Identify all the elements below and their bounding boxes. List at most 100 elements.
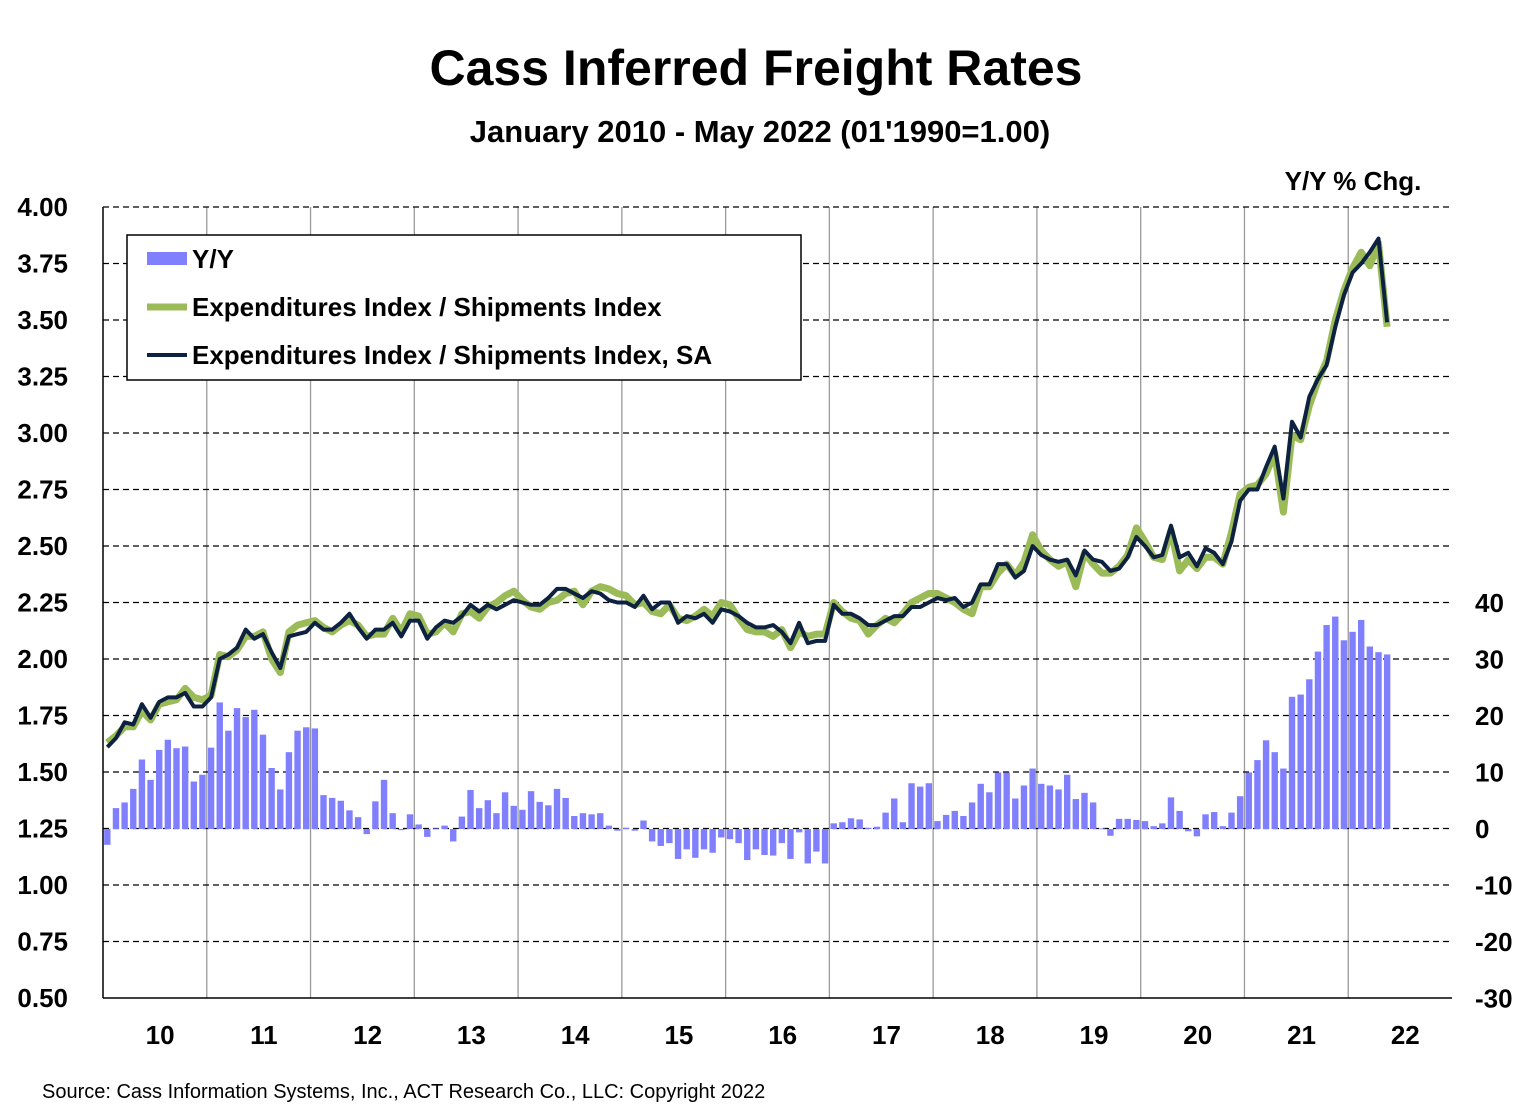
yy-bar: [346, 810, 353, 829]
yy-bar: [1210, 812, 1218, 829]
yy-bar: [726, 829, 734, 840]
yy-bar: [380, 779, 388, 829]
yy-bar: [1271, 752, 1278, 829]
yy-bar: [735, 829, 742, 844]
yy-bar: [216, 702, 223, 829]
yy-bar: [294, 730, 301, 829]
yy-bar: [467, 790, 474, 829]
yy-bar: [1332, 616, 1339, 829]
yy-bar: [1340, 640, 1348, 829]
x-tick-label: 20: [1183, 1020, 1212, 1050]
x-tick-label: 11: [250, 1020, 278, 1050]
yy-bar: [251, 709, 258, 829]
yy-bar: [1193, 829, 1201, 837]
yy-bar: [666, 829, 673, 844]
yy-bar: [1133, 819, 1140, 829]
x-tick-label: 18: [976, 1020, 1005, 1050]
yy-bar: [1124, 818, 1131, 829]
yy-bar: [475, 808, 483, 829]
yy-bar: [1055, 789, 1062, 829]
right-tick-label: 10: [1475, 758, 1504, 788]
yy-bar: [873, 826, 881, 829]
yy-bar: [769, 829, 777, 856]
yy-bar: [432, 828, 440, 830]
yy-bar: [1167, 797, 1175, 829]
yy-bar: [942, 814, 950, 829]
right-tick-label: 30: [1475, 645, 1504, 675]
yy-bar: [415, 824, 422, 829]
yy-bar: [553, 788, 561, 829]
yy-bar: [960, 816, 967, 829]
yy-bar: [328, 797, 336, 829]
yy-bar: [700, 829, 708, 850]
yy-bar: [1375, 652, 1382, 829]
yy-bar: [1185, 829, 1192, 832]
yy-bar: [718, 829, 725, 838]
yy-bar: [104, 829, 111, 845]
yy-bar: [424, 829, 431, 837]
legend-label-nsa: Expenditures Index / Shipments Index: [192, 292, 662, 322]
tick-labels: 0.50 0.75 1.00 1.25 1.50 1.75 2.00 2.25 2.50 2.75…: [17, 192, 1512, 1050]
yy-bar: [839, 822, 846, 829]
yy-bar: [847, 818, 855, 829]
yy-bar: [934, 821, 941, 829]
legend-box: [126, 234, 802, 381]
yy-bar: [1176, 810, 1183, 829]
yy-bar: [821, 829, 829, 864]
yy-bar: [795, 829, 803, 833]
axes: [102, 207, 1452, 999]
yy-bar: [112, 808, 120, 829]
yy-bar: [406, 814, 414, 829]
yy-bar: [925, 783, 933, 829]
left-tick-label: 4.00: [17, 192, 68, 222]
yy-bar: [640, 820, 647, 829]
yy-bar: [951, 810, 958, 829]
yy-bar: [121, 802, 128, 829]
sa-line: [105, 236, 1390, 749]
yy-bar: [1202, 814, 1209, 829]
left-tick-label: 3.00: [17, 418, 68, 448]
yy-bar: [536, 801, 543, 829]
yy-bar: [545, 805, 552, 829]
left-tick-label: 3.50: [17, 305, 68, 335]
left-tick-label: 2.50: [17, 531, 68, 561]
yy-bar: [242, 717, 249, 829]
left-tick-label: 1.50: [17, 757, 68, 787]
yy-bar: [389, 813, 396, 829]
yy-bar: [761, 829, 768, 855]
yy-bar: [977, 783, 984, 829]
yy-bar: [1236, 796, 1244, 829]
yy-bar: [1280, 768, 1287, 829]
left-tick-label: 3.75: [17, 249, 68, 279]
yy-bar: [372, 801, 379, 829]
yy-bar: [683, 829, 690, 850]
yy-bar: [882, 812, 889, 829]
x-tick-label: 13: [457, 1020, 486, 1050]
yy-bar: [1081, 792, 1088, 829]
legend-label-yy: Y/Y: [192, 244, 234, 274]
yy-bar: [1383, 654, 1391, 829]
yy-bar: [501, 792, 509, 829]
yy-bar: [752, 829, 760, 850]
yy-bar: [311, 728, 319, 829]
yy-bar: [648, 829, 656, 842]
yy-bar: [1314, 651, 1322, 829]
yy-bar: [363, 829, 370, 835]
yy-bar: [1366, 646, 1374, 829]
x-tick-label: 17: [872, 1020, 901, 1050]
yy-bar: [778, 829, 786, 844]
yy-bar: [1098, 828, 1105, 830]
yy-bar: [1115, 818, 1123, 829]
yy-bar: [1063, 774, 1071, 829]
yy-bar: [813, 829, 820, 852]
yy-bar: [571, 816, 578, 829]
yy-bar: [354, 817, 362, 829]
right-tick-label: 40: [1475, 588, 1504, 618]
yy-bar: [1107, 829, 1114, 836]
right-tick-label: -30: [1475, 984, 1513, 1014]
yy-bar: [1029, 768, 1036, 829]
x-tick-label: 12: [353, 1020, 382, 1050]
yy-bar: [865, 827, 872, 829]
yy-bar: [787, 829, 794, 859]
